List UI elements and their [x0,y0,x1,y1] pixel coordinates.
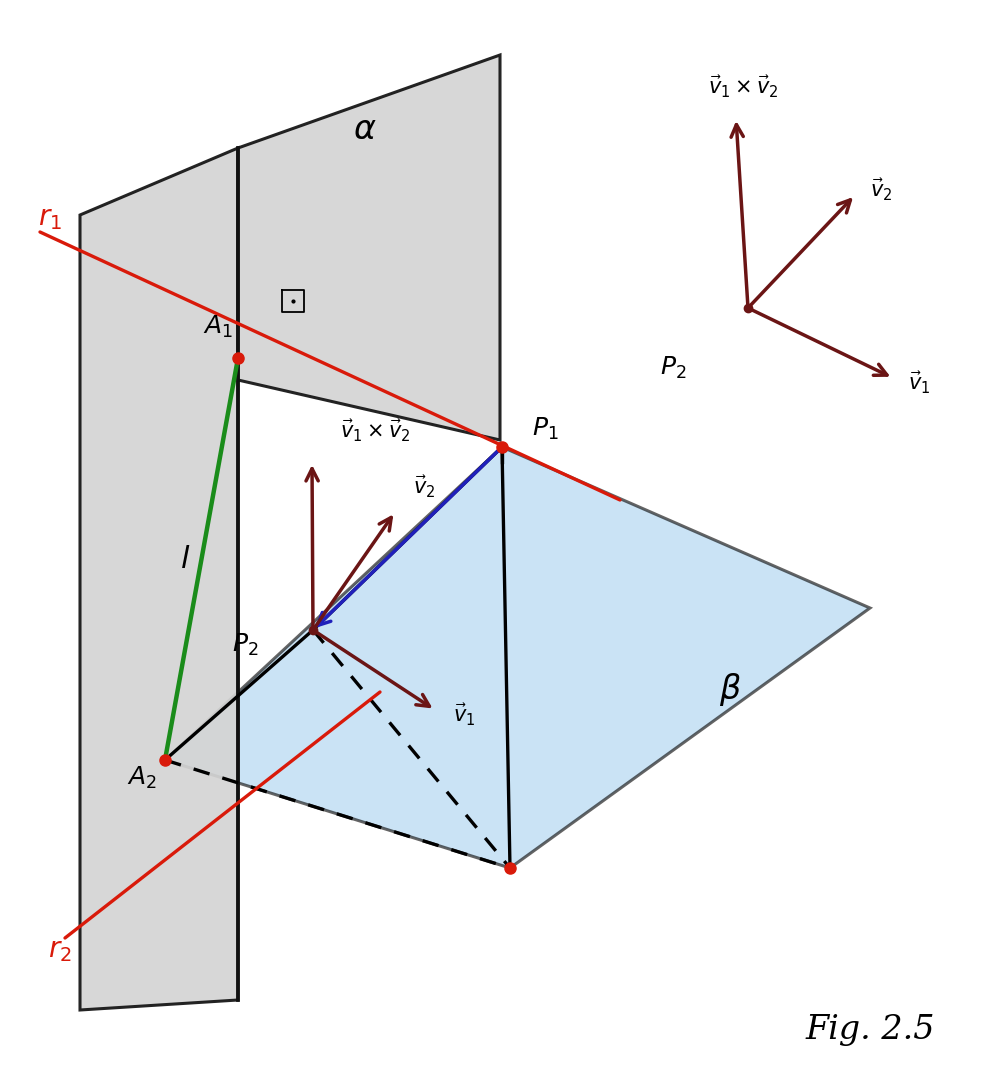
Polygon shape [80,148,238,1010]
Text: $r_1$: $r_1$ [38,205,62,232]
Text: $\vec{v}_2$: $\vec{v}_2$ [870,177,893,204]
Text: $r_2$: $r_2$ [48,937,72,964]
Text: $\vec{v}_1 \times \vec{v}_2$: $\vec{v}_1 \times \vec{v}_2$ [340,418,411,444]
Text: $P_2$: $P_2$ [660,355,686,381]
Text: $\alpha$: $\alpha$ [353,114,377,146]
Text: $P_2$: $P_2$ [232,632,258,658]
Polygon shape [165,447,870,868]
Text: $\vec{v}_1 \times \vec{v}_2$: $\vec{v}_1 \times \vec{v}_2$ [708,73,778,100]
Text: $\vec{v}_1$: $\vec{v}_1$ [908,369,930,396]
Text: $A_1$: $A_1$ [203,313,233,340]
Text: $\vec{v}_1$: $\vec{v}_1$ [453,702,475,728]
Text: $\beta$: $\beta$ [719,671,742,709]
Text: $A_2$: $A_2$ [127,765,157,792]
Text: Fig. 2.5: Fig. 2.5 [805,1015,934,1046]
Text: $\vec{v}_2$: $\vec{v}_2$ [413,474,435,500]
Polygon shape [238,55,500,440]
Text: $P_1$: $P_1$ [532,416,559,442]
Text: $l$: $l$ [180,545,190,575]
